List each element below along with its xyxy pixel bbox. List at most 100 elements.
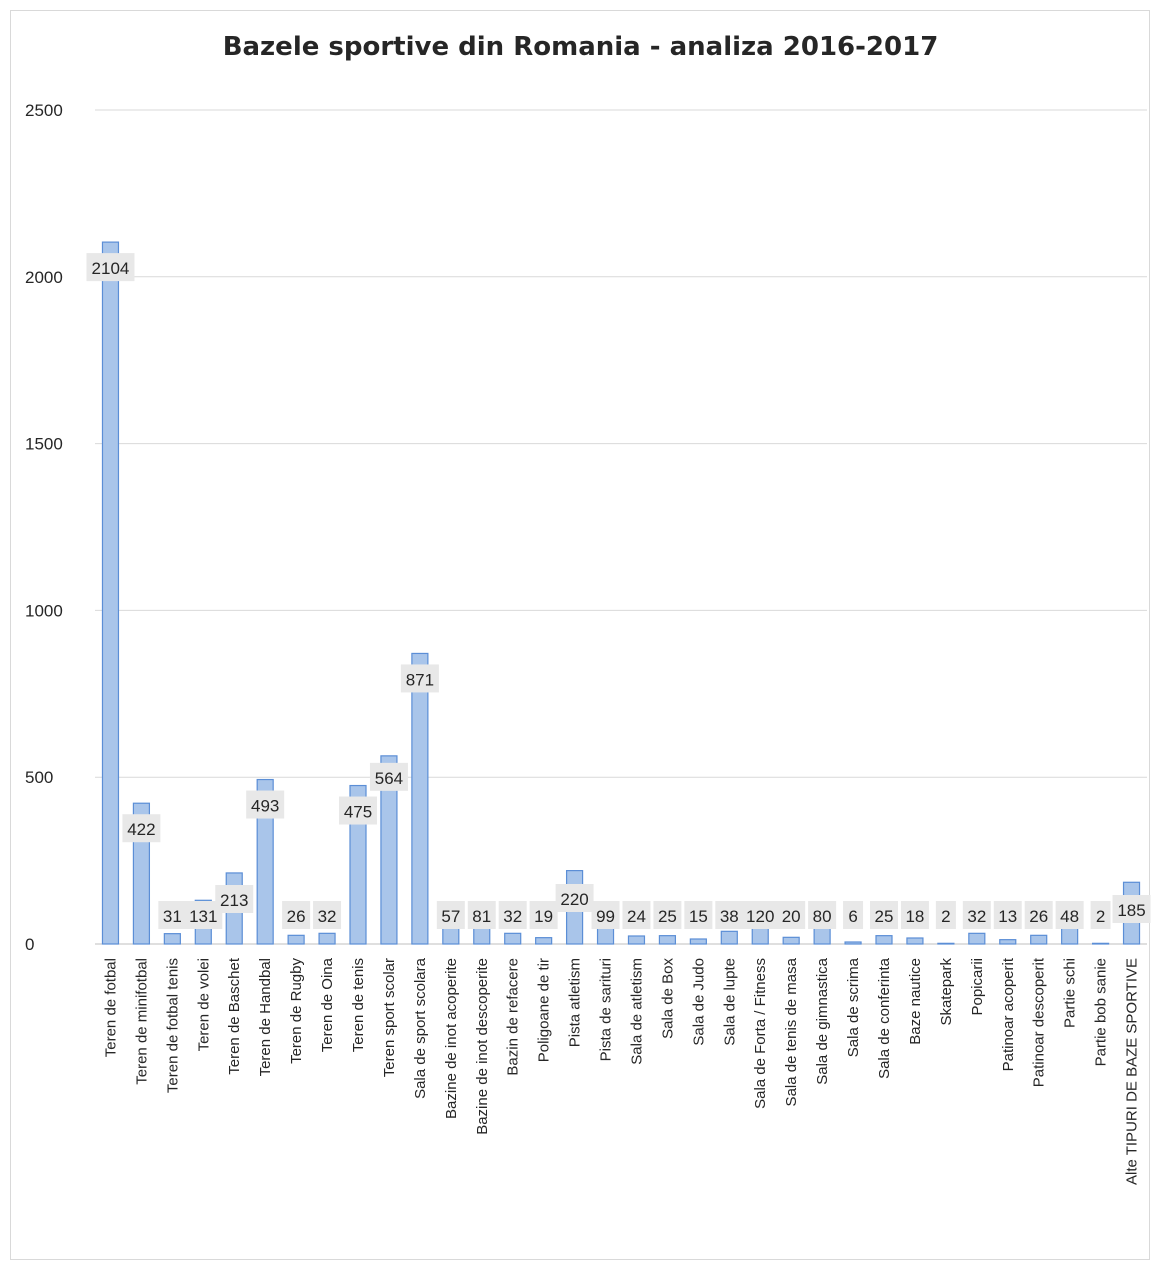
x-tick-label: Bazine de inot descoperite	[474, 958, 491, 1135]
data-label-text: 2	[941, 907, 950, 926]
data-label: 31	[158, 901, 187, 929]
data-label-bg	[339, 796, 377, 825]
data-label-bg	[935, 901, 956, 929]
y-tick-label: 0	[25, 935, 34, 954]
bar	[380, 755, 398, 945]
x-tick-label: Pista de sarituri	[598, 958, 615, 1061]
x-tick-label: Teren de tenis	[350, 958, 367, 1052]
data-label-bg	[122, 814, 161, 843]
data-label-bg	[282, 901, 311, 929]
bar	[349, 784, 367, 945]
data-label: 185	[1112, 895, 1151, 923]
data-label-bg	[1112, 895, 1151, 923]
data-label: 81	[467, 901, 496, 929]
bar	[999, 939, 1017, 945]
data-label-bg	[436, 901, 465, 929]
data-label: 25	[870, 901, 898, 929]
data-label-bg	[215, 885, 254, 913]
bar	[1091, 942, 1110, 945]
data-label-text: 422	[127, 820, 155, 839]
bar	[782, 936, 800, 945]
x-tick-label: Teren de minifotbal	[133, 958, 150, 1085]
data-label-text: 20	[782, 907, 801, 926]
x-tick-label: Teren de volei	[195, 958, 212, 1051]
data-label-text: 25	[658, 907, 677, 926]
data-label-bg	[870, 901, 898, 929]
x-tick-label: Sala de Judo	[690, 958, 707, 1046]
x-tick-label: Poligoane de tir	[536, 958, 553, 1062]
data-label-text: 6	[848, 907, 857, 926]
x-tick-label: Sala de gimnastica	[814, 957, 831, 1084]
data-label: 26	[1024, 901, 1053, 929]
x-tick-label: Sala de lupte	[721, 958, 738, 1046]
bar	[256, 778, 274, 945]
x-tick-label: Teren de Handbal	[257, 958, 274, 1076]
bar	[318, 932, 336, 945]
data-label-bg	[313, 901, 342, 929]
bar	[689, 938, 707, 945]
data-label: 475	[339, 796, 377, 825]
data-label-text: 131	[189, 907, 217, 926]
bar	[101, 241, 120, 945]
bar	[163, 933, 181, 945]
data-label-bg	[1024, 901, 1053, 929]
x-tick-label: Teren de fotbal	[102, 958, 119, 1057]
y-tick-label: 500	[25, 768, 53, 787]
data-label-bg	[529, 901, 558, 929]
data-label-bg	[1090, 901, 1111, 929]
data-label: 493	[246, 790, 285, 819]
y-tick-label: 2000	[25, 268, 63, 287]
bar	[627, 935, 646, 945]
data-label-text: 26	[1029, 907, 1048, 926]
data-label-bg	[246, 790, 285, 819]
data-label-bg	[400, 664, 439, 693]
bar	[411, 652, 429, 945]
x-tick-label: Bazin de refacere	[505, 958, 522, 1076]
data-label-text: 32	[967, 907, 986, 926]
data-label-text: 24	[627, 907, 646, 926]
data-label-bg	[993, 901, 1022, 929]
data-label: 19	[529, 901, 558, 929]
data-label-text: 32	[318, 907, 337, 926]
data-label-text: 80	[813, 907, 832, 926]
x-tick-label: Skatepark	[938, 958, 955, 1026]
data-label-bg	[467, 901, 496, 929]
bar	[504, 932, 522, 945]
data-label-text: 81	[472, 907, 491, 926]
data-label: 25	[653, 901, 682, 929]
data-label-text: 13	[998, 907, 1017, 926]
data-label-bg	[498, 901, 527, 929]
x-tick-label: Sala de scrima	[845, 957, 862, 1057]
x-tick-label: Popicarii	[969, 958, 986, 1016]
x-tick-label: Teren de Baschet	[226, 957, 243, 1075]
x-tick-label: Partie bob sanie	[1093, 958, 1110, 1066]
data-label-bg	[158, 901, 187, 929]
x-tick-label: Teren sport scolar	[381, 958, 398, 1077]
data-label: 6	[843, 901, 864, 929]
chart-frame	[10, 10, 1150, 1260]
data-label-text: 475	[344, 803, 372, 822]
data-label: 120	[741, 901, 780, 929]
data-label: 32	[313, 901, 342, 929]
data-label: 20	[777, 901, 806, 929]
data-label-bg	[962, 901, 991, 929]
x-tick-label: Teren de Oina	[319, 957, 336, 1052]
x-tick-label: Patinoar acoperit	[1000, 957, 1017, 1071]
x-tick-label: Pista atletism	[567, 958, 584, 1047]
bar	[1030, 934, 1048, 945]
data-label-bg	[369, 762, 408, 791]
data-label: 48	[1055, 901, 1084, 929]
data-label: 57	[436, 901, 465, 929]
data-label-text: 25	[875, 907, 894, 926]
x-tick-label: Sala de sport scolara	[412, 957, 429, 1099]
data-label-text: 31	[163, 907, 182, 926]
data-label-text: 2104	[92, 259, 130, 278]
data-label-text: 120	[746, 907, 774, 926]
x-tick-label: Teren de fotbal tenis	[164, 958, 181, 1093]
data-label-bg	[741, 901, 780, 929]
data-label: 18	[900, 901, 929, 929]
data-label-text: 185	[1117, 901, 1145, 920]
data-label-text: 213	[220, 891, 248, 910]
data-label-text: 18	[905, 907, 924, 926]
data-label-bg	[653, 901, 682, 929]
